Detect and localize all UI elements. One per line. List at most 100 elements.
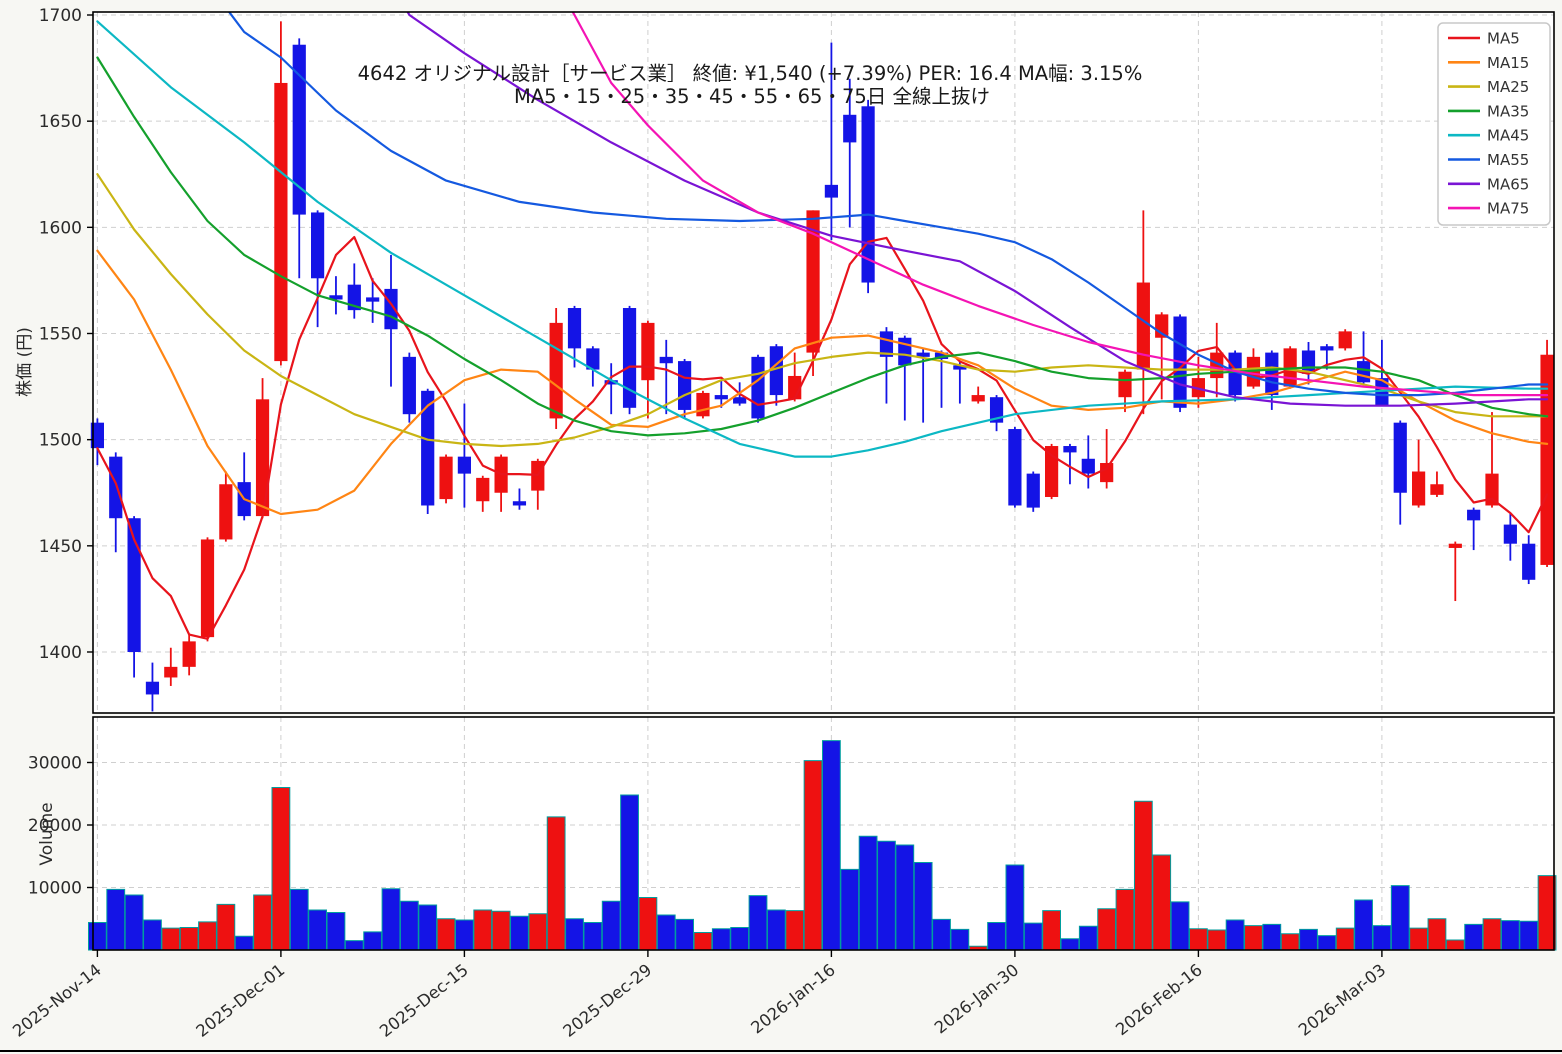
volume-bar bbox=[1354, 899, 1373, 951]
volume-bar bbox=[1335, 927, 1355, 951]
candle-body bbox=[1008, 429, 1022, 506]
volume-bar bbox=[1280, 933, 1300, 951]
volume-bar bbox=[473, 909, 493, 951]
volume-bar bbox=[1519, 920, 1539, 951]
y-tick-label: 1600 bbox=[39, 218, 82, 238]
candle-body bbox=[421, 390, 435, 506]
candle-body bbox=[843, 114, 857, 143]
candle-body bbox=[769, 346, 783, 396]
volume-bar bbox=[1409, 927, 1428, 951]
volume-bar bbox=[748, 895, 768, 951]
volume-bar bbox=[730, 927, 750, 951]
candle-body bbox=[476, 477, 490, 502]
volume-bar bbox=[510, 915, 529, 951]
y-tick-label: 1500 bbox=[39, 431, 82, 451]
candle-body bbox=[733, 397, 747, 404]
y-tick-label: 1650 bbox=[39, 112, 82, 132]
volume-bar bbox=[711, 928, 731, 951]
gridlines bbox=[93, 12, 1554, 950]
volume-bar bbox=[363, 931, 383, 951]
volume-bar bbox=[436, 918, 456, 951]
candle-body bbox=[366, 297, 380, 302]
ma-line-ma75 bbox=[571, 12, 1549, 397]
volume-bar bbox=[1317, 935, 1337, 951]
candle-body bbox=[916, 352, 930, 357]
candle-body bbox=[1063, 446, 1077, 453]
ma-line-ma15 bbox=[96, 249, 1549, 516]
candle-body bbox=[567, 308, 582, 349]
candle-body bbox=[1136, 282, 1150, 370]
volume-bar bbox=[675, 918, 695, 951]
volume-bar bbox=[161, 927, 181, 951]
candle-body bbox=[1228, 352, 1242, 396]
volume-bar bbox=[895, 844, 915, 951]
volume-bar bbox=[583, 922, 603, 951]
price-axis-title: 株価 (円) bbox=[15, 327, 35, 397]
volume-bar bbox=[1115, 888, 1135, 951]
volume-bar bbox=[1299, 928, 1318, 951]
candle-body bbox=[1522, 543, 1536, 580]
volume-bar bbox=[1133, 800, 1153, 951]
candle-body bbox=[806, 210, 820, 353]
volume-bar bbox=[932, 918, 951, 951]
candle-body bbox=[678, 361, 692, 410]
ma-line-ma35 bbox=[96, 56, 1549, 437]
candle-body bbox=[641, 322, 655, 381]
candle-body bbox=[439, 456, 453, 500]
volume-bar bbox=[491, 910, 511, 951]
candle-body bbox=[347, 284, 361, 311]
volume-bar bbox=[1189, 928, 1208, 951]
volume-bar bbox=[656, 914, 676, 951]
candle-body bbox=[824, 184, 838, 198]
candle-body bbox=[971, 395, 985, 402]
volume-bar bbox=[88, 922, 107, 951]
candle-body bbox=[1485, 473, 1499, 506]
candle-body bbox=[219, 484, 233, 540]
volume-panel-frame bbox=[92, 716, 1555, 951]
candle-body bbox=[714, 395, 728, 400]
candle-body bbox=[879, 331, 894, 357]
candle-body bbox=[1045, 446, 1059, 497]
volume-bar bbox=[308, 909, 328, 951]
candle-body bbox=[1026, 473, 1040, 508]
candle-body bbox=[604, 380, 618, 385]
candle-body bbox=[586, 348, 600, 370]
volume-bar bbox=[987, 922, 1006, 951]
volume-bar bbox=[143, 919, 162, 951]
volume-bar bbox=[216, 903, 236, 951]
volume-bar bbox=[1390, 885, 1410, 951]
candle-body bbox=[898, 337, 912, 366]
volume-bar bbox=[124, 894, 144, 951]
candle-body bbox=[659, 356, 673, 364]
volume-bar bbox=[1225, 919, 1245, 951]
volume-bar bbox=[1464, 923, 1484, 951]
candle-body bbox=[274, 82, 288, 362]
y-tick-label: 1700 bbox=[39, 6, 82, 26]
candle-body bbox=[989, 397, 1004, 423]
legend: MA5 MA15 MA25 MA35 MA45 MA55 MA65 MA75 bbox=[1437, 22, 1551, 226]
volume-bar bbox=[913, 862, 933, 951]
volume-bar bbox=[1170, 901, 1190, 951]
candle-body bbox=[1100, 463, 1114, 483]
candle-body bbox=[1412, 471, 1426, 506]
volume-bar bbox=[455, 919, 474, 951]
volume-bar bbox=[803, 760, 823, 951]
legend-box bbox=[1437, 22, 1551, 226]
candle-body bbox=[1540, 354, 1554, 565]
volume-bar bbox=[326, 912, 346, 951]
price-panel-frame bbox=[92, 11, 1555, 714]
volume-bar bbox=[1427, 918, 1447, 951]
volume-bar bbox=[418, 904, 438, 951]
candle-body bbox=[1430, 484, 1444, 495]
candle-body bbox=[200, 539, 215, 638]
volume-bar bbox=[858, 835, 878, 951]
candle-body bbox=[1081, 458, 1095, 474]
candle-body bbox=[457, 456, 471, 474]
candle-body bbox=[1393, 422, 1407, 493]
candle-body bbox=[1448, 543, 1462, 548]
volume-bar bbox=[620, 794, 639, 951]
volume-tick-label: 30000 bbox=[28, 754, 82, 774]
candle-body bbox=[934, 352, 949, 359]
